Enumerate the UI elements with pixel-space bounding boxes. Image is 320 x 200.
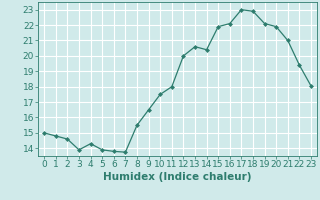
- X-axis label: Humidex (Indice chaleur): Humidex (Indice chaleur): [103, 172, 252, 182]
